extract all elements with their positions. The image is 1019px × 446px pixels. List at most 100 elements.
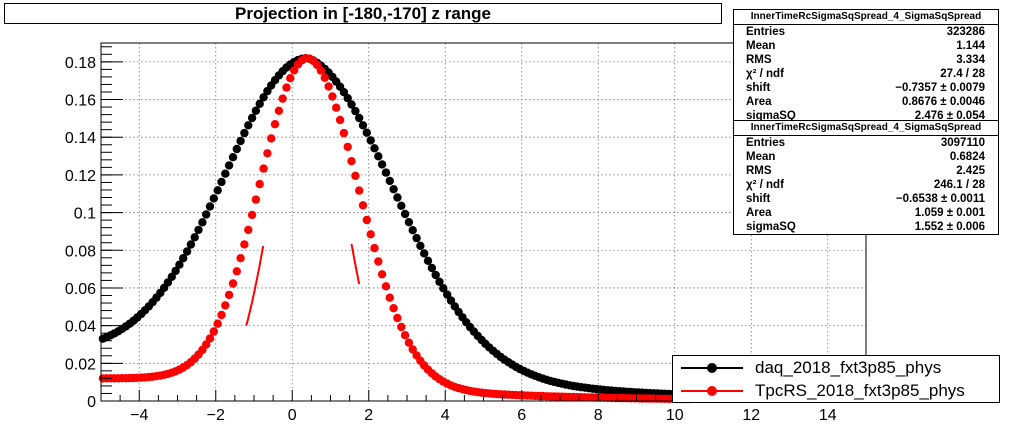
data-point <box>209 194 218 203</box>
stats-box-tpcrs: InnerTimeRcSigmaSqSpread_4_SigmaSqSpread… <box>733 120 999 235</box>
data-point <box>286 74 295 83</box>
stats-row-area: Area 0.8676 ± 0.0046 <box>746 96 985 108</box>
data-point <box>339 128 349 138</box>
chart-title: Projection in [-180,-170] z range <box>4 3 722 24</box>
data-point <box>404 338 414 347</box>
stats-row-mean: Mean 1.144 <box>746 40 985 52</box>
x-tick-label: 14 <box>819 407 837 424</box>
data-point <box>267 134 276 143</box>
data-point <box>221 301 230 310</box>
y-tick-label: 0.08 <box>65 243 96 260</box>
data-point <box>400 331 410 340</box>
y-tick-label: 0.06 <box>65 281 96 298</box>
data-point <box>355 113 364 123</box>
data-point <box>385 293 394 302</box>
fit-curve-segment <box>350 243 361 285</box>
data-point <box>290 66 299 75</box>
data-point <box>255 99 264 109</box>
stats-row-rms: RMS 3.334 <box>746 54 985 66</box>
data-point <box>362 215 371 225</box>
data-point <box>224 161 234 170</box>
data-point <box>343 142 352 152</box>
data-point <box>217 177 226 187</box>
data-point <box>244 121 253 130</box>
data-point <box>443 290 452 299</box>
data-point <box>397 201 406 210</box>
data-point <box>416 241 425 250</box>
data-point <box>408 345 417 354</box>
data-point <box>224 290 234 300</box>
stats-row-mean: Mean 0.6824 <box>746 151 985 163</box>
data-point <box>175 260 184 269</box>
stats-row-entries: Entries 3097110 <box>746 137 985 149</box>
x-tick-label: 6 <box>517 407 526 424</box>
data-point <box>366 136 375 145</box>
data-point <box>186 240 196 249</box>
stats-header: InnerTimeRcSigmaSqSpread_4_SigmaSqSpread <box>734 10 998 25</box>
data-point <box>374 257 383 266</box>
y-tick-label: 0.14 <box>65 130 96 147</box>
data-point <box>190 233 199 242</box>
data-point <box>404 218 414 227</box>
data-point <box>232 144 241 154</box>
data-point <box>213 319 222 328</box>
data-point <box>385 176 394 186</box>
x-tick-label: 12 <box>742 407 760 424</box>
data-point <box>435 277 444 286</box>
legend-label-tpcrs: TpcRS_2018_fxt3p85_phys <box>755 381 965 400</box>
data-point <box>351 106 360 116</box>
data-point <box>240 240 249 249</box>
data-point <box>431 270 440 280</box>
data-point <box>217 310 226 320</box>
legend-marker-tpcrs <box>707 386 717 396</box>
data-point <box>209 327 218 336</box>
data-point <box>351 171 360 180</box>
data-point <box>221 169 230 178</box>
data-point <box>389 304 398 313</box>
fit-curve-segment <box>245 245 265 326</box>
data-point <box>332 103 341 112</box>
y-axis: 0 0.02 0.04 0.06 0.08 0.1 0.12 0.14 0.16 0.18 <box>65 46 123 411</box>
stats-header: InnerTimeRcSigmaSqSpread_4_SigmaSqSpread <box>734 121 998 136</box>
stats-row-entries: Entries 323286 <box>746 26 985 38</box>
data-point <box>205 334 215 343</box>
legend-entry-daq: daq_2018_fxt3p85_phys <box>673 357 999 379</box>
data-point <box>251 106 261 115</box>
data-point <box>397 322 406 332</box>
x-tick-label: 8 <box>594 407 603 424</box>
stats-box-daq: InnerTimeRcSigmaSqSpread_4_SigmaSqSpread… <box>733 9 999 124</box>
data-point <box>278 94 287 103</box>
data-point <box>343 94 352 103</box>
data-point <box>202 210 211 219</box>
data-point <box>255 179 264 189</box>
data-point <box>347 100 356 109</box>
stats-row-chi2: χ² / ndf 246.1 / 28 <box>746 179 985 191</box>
y-tick-label: 0 <box>87 394 96 411</box>
x-tick-label: −2 <box>207 407 225 424</box>
x-tick-label: 4 <box>441 407 450 424</box>
data-point <box>358 121 368 130</box>
data-point <box>423 256 433 265</box>
data-point <box>324 82 333 91</box>
stats-row-shift: shift −0.7357 ± 0.0079 <box>746 82 985 94</box>
data-point <box>228 279 238 288</box>
data-point <box>393 193 402 202</box>
data-point <box>228 153 238 162</box>
data-point <box>274 106 284 116</box>
data-point <box>205 202 215 211</box>
y-tick-label: 0.1 <box>74 206 96 223</box>
data-point <box>240 128 249 138</box>
x-axis: −4 −2 0 2 4 6 8 10 12 14 <box>100 390 867 424</box>
data-point <box>339 88 349 97</box>
x-tick-label: 2 <box>364 407 373 424</box>
data-point <box>270 120 280 129</box>
data-point <box>347 157 356 166</box>
data-point <box>236 254 245 263</box>
data-point <box>328 92 337 101</box>
stats-row-chi2: χ² / ndf 27.4 / 28 <box>746 68 985 80</box>
data-point <box>236 136 245 146</box>
data-point <box>355 186 364 195</box>
data-point <box>179 254 188 263</box>
data-point <box>362 128 371 137</box>
legend-marker-daq <box>707 363 717 373</box>
